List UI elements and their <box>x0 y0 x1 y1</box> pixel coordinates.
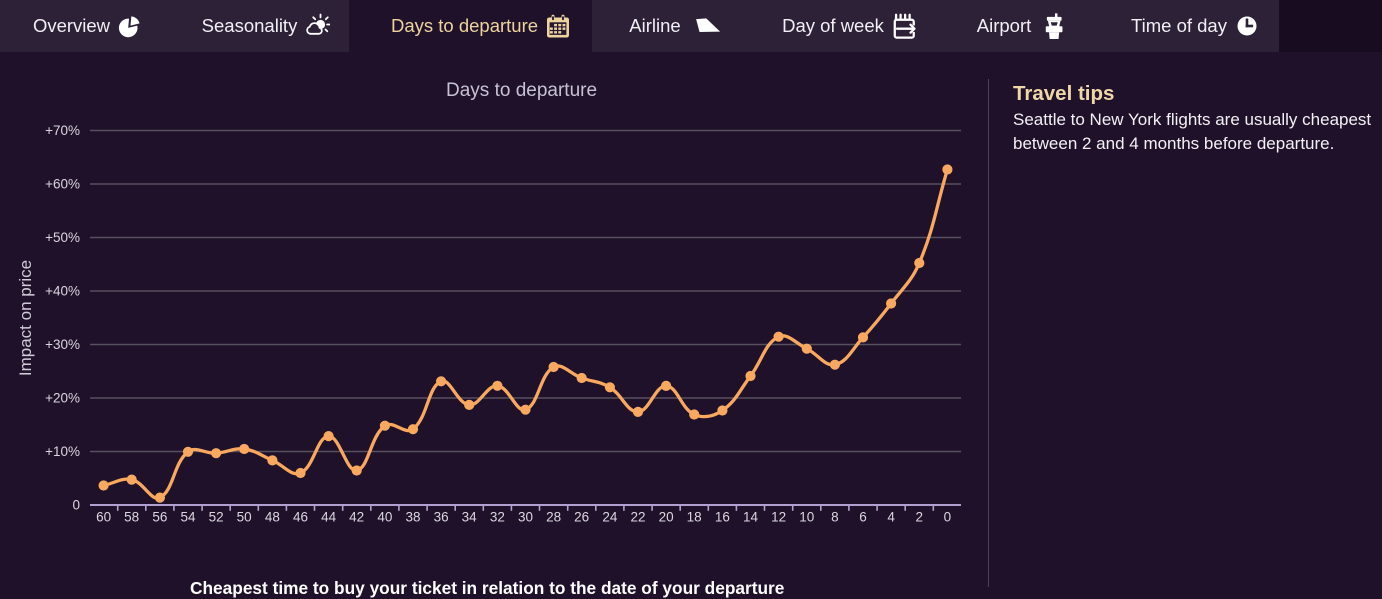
svg-text:+40%: +40% <box>45 284 80 299</box>
svg-text:34: 34 <box>462 510 478 525</box>
svg-text:40: 40 <box>377 510 392 525</box>
svg-text:+20%: +20% <box>45 391 80 406</box>
svg-text:38: 38 <box>405 510 420 525</box>
svg-text:+30%: +30% <box>45 337 80 352</box>
svg-text:+60%: +60% <box>45 177 80 192</box>
svg-text:0: 0 <box>72 498 80 513</box>
svg-text:20: 20 <box>659 510 674 525</box>
svg-text:22: 22 <box>630 510 645 525</box>
svg-text:12: 12 <box>771 510 786 525</box>
svg-text:6: 6 <box>859 510 867 525</box>
svg-text:2: 2 <box>916 510 924 525</box>
svg-text:32: 32 <box>490 510 505 525</box>
svg-text:58: 58 <box>124 510 139 525</box>
svg-text:52: 52 <box>209 510 224 525</box>
svg-text:4: 4 <box>887 510 895 525</box>
svg-text:44: 44 <box>321 510 337 525</box>
svg-text:14: 14 <box>743 510 759 525</box>
svg-text:+70%: +70% <box>45 123 80 138</box>
svg-text:26: 26 <box>574 510 589 525</box>
svg-text:50: 50 <box>237 510 252 525</box>
svg-text:56: 56 <box>152 510 167 525</box>
svg-text:10: 10 <box>799 510 814 525</box>
svg-text:30: 30 <box>518 510 533 525</box>
svg-text:28: 28 <box>546 510 561 525</box>
svg-text:+10%: +10% <box>45 444 80 459</box>
svg-text:8: 8 <box>831 510 839 525</box>
svg-text:24: 24 <box>602 510 618 525</box>
svg-text:54: 54 <box>180 510 196 525</box>
svg-text:+50%: +50% <box>45 230 80 245</box>
svg-text:60: 60 <box>96 510 111 525</box>
svg-text:18: 18 <box>687 510 702 525</box>
svg-text:36: 36 <box>434 510 449 525</box>
svg-text:0: 0 <box>944 510 952 525</box>
svg-text:42: 42 <box>349 510 364 525</box>
svg-text:46: 46 <box>293 510 308 525</box>
svg-text:16: 16 <box>715 510 730 525</box>
svg-text:48: 48 <box>265 510 280 525</box>
